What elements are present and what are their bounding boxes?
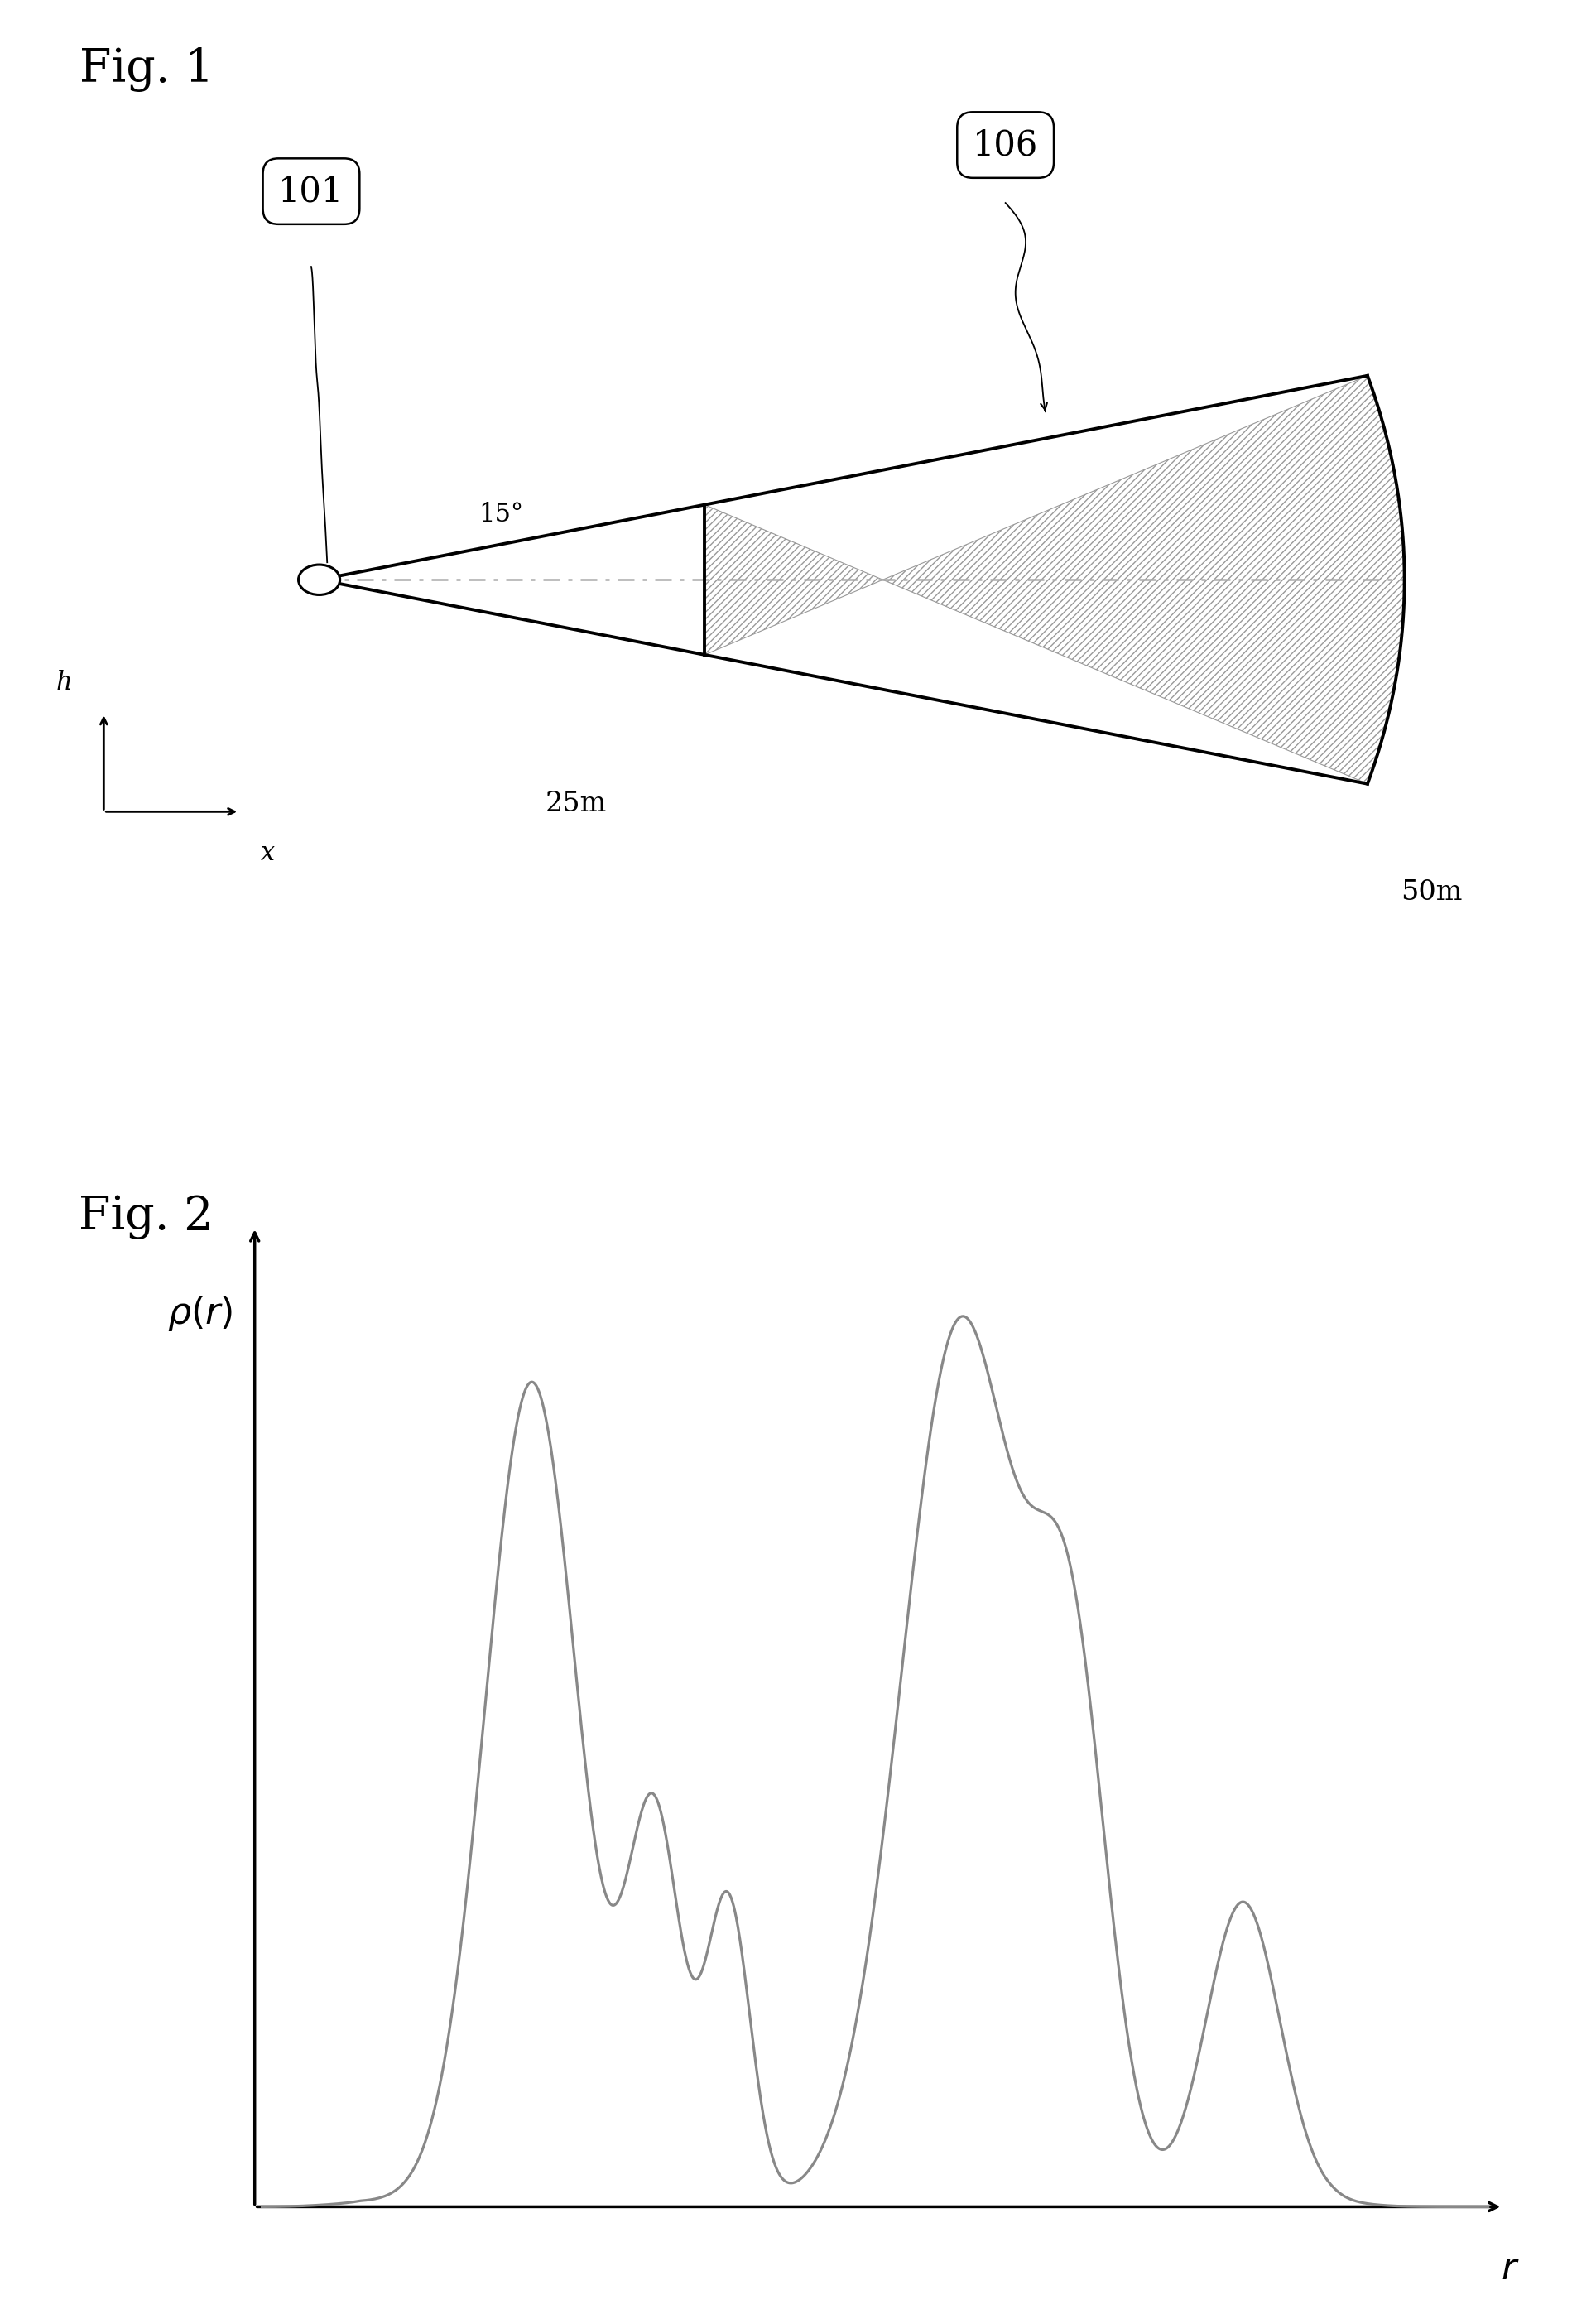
Polygon shape <box>704 376 1404 784</box>
Text: Fig. 1: Fig. 1 <box>80 46 214 93</box>
Text: Fig. 2: Fig. 2 <box>78 1194 212 1238</box>
Text: 25m: 25m <box>544 791 606 816</box>
Text: h: h <box>56 670 72 696</box>
Text: x: x <box>262 842 275 867</box>
Text: 106: 106 <box>972 128 1039 162</box>
Text: $\rho(r)$: $\rho(r)$ <box>168 1294 233 1333</box>
Text: 15°: 15° <box>479 501 523 526</box>
Text: 101: 101 <box>278 174 345 209</box>
Text: $r$: $r$ <box>1500 2252 1519 2287</box>
Circle shape <box>298 566 340 594</box>
Text: 50m: 50m <box>1401 879 1462 904</box>
